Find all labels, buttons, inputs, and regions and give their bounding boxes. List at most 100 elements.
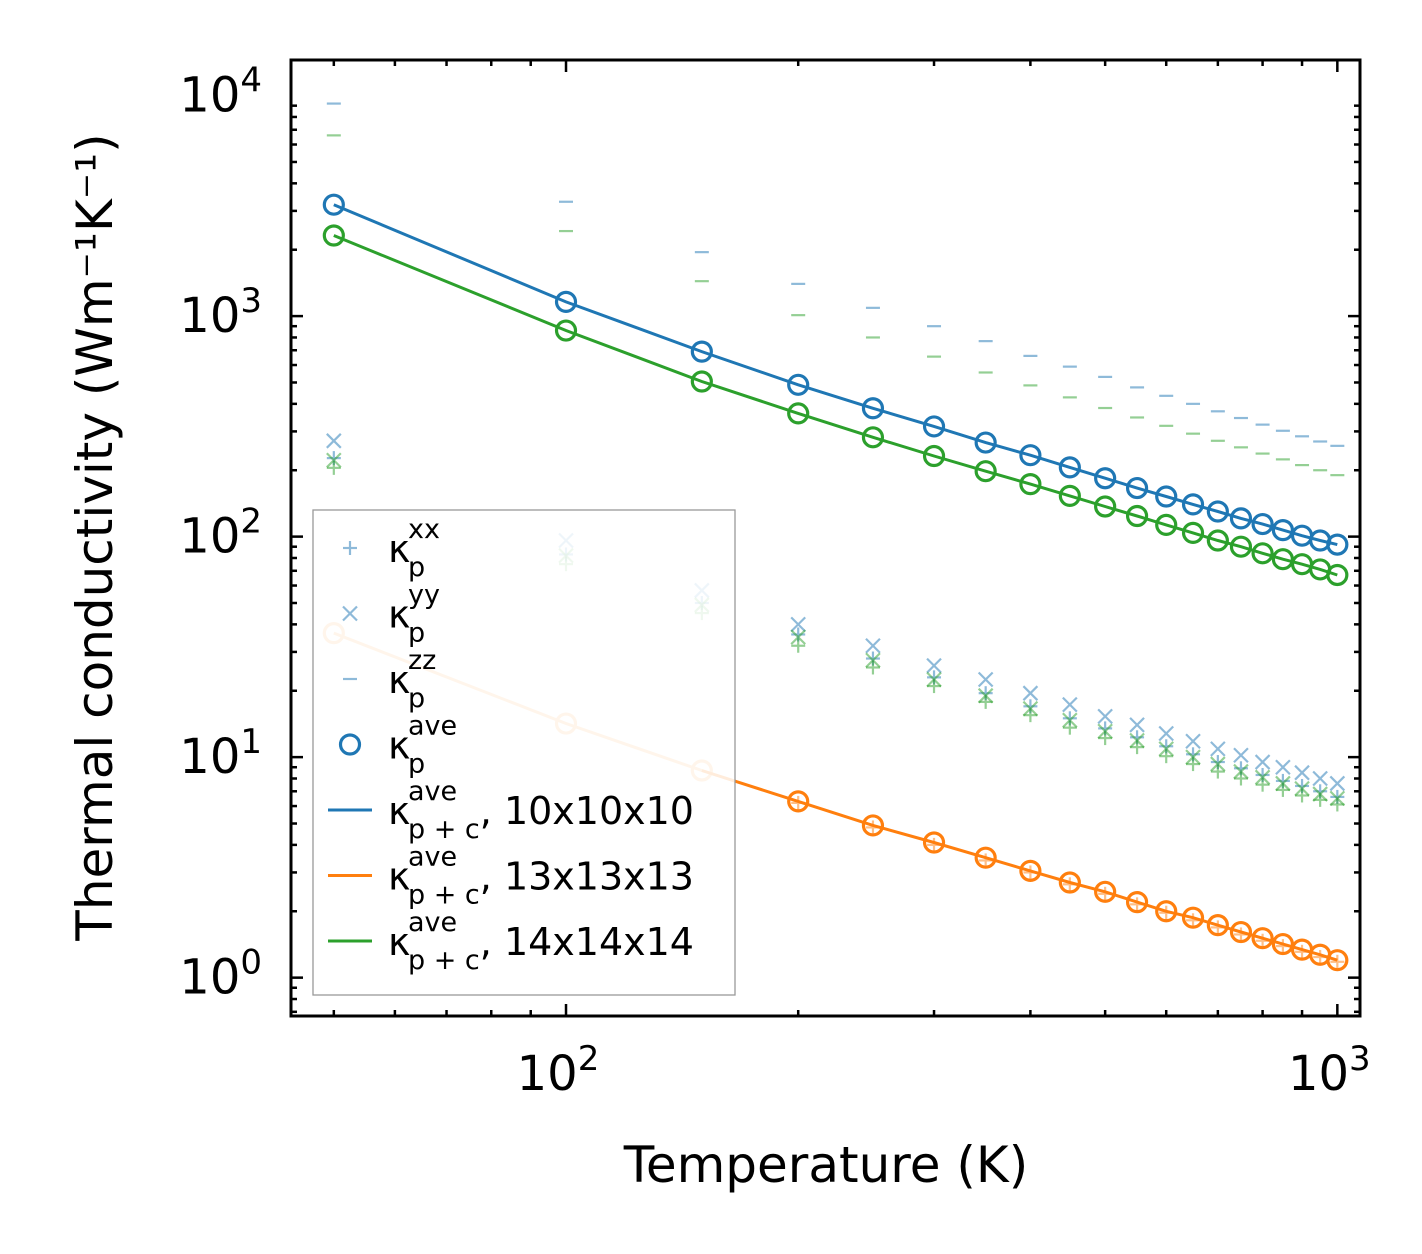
legend-symbol: κ [388, 789, 410, 833]
legend-suffix: , 10x10x10 [480, 789, 694, 833]
data-point-5-14-d2 [1233, 763, 1249, 780]
y-tick-base: 10 [179, 288, 240, 344]
data-point-5-5 [926, 671, 942, 688]
legend-sub: p + c [408, 945, 480, 976]
data-point-5-12-d2 [1185, 749, 1201, 765]
line-series-0 [333, 203, 1338, 547]
data-point-9-10 [1125, 891, 1149, 914]
data-point-7-4 [861, 426, 885, 449]
data-point-5-0-d2 [326, 452, 342, 469]
legend-sup: ave [408, 711, 457, 742]
line-series-2 [333, 234, 1338, 577]
data-point-5-13 [1210, 756, 1226, 772]
x-tick-label-0: 102 [517, 1039, 600, 1102]
series-3 [322, 193, 1349, 556]
legend-sub: p [408, 552, 425, 583]
data-point-9-5 [922, 831, 946, 854]
legend-symbol: κ [388, 593, 410, 637]
data-point-5-18-d2 [1312, 786, 1328, 802]
legend-sub: p + c [408, 814, 480, 845]
legend-label-4: κave p + c, 10x10x10 [388, 776, 694, 845]
data-point-9-16 [1271, 932, 1294, 956]
data-point-1-7 [1022, 685, 1039, 701]
legend-sup: xx [408, 514, 440, 545]
data-point-8-19 [1330, 954, 1345, 969]
data-point-9-11 [1155, 900, 1178, 923]
data-point-5-3-d2 [790, 629, 806, 645]
data-point-3-0 [322, 193, 345, 216]
data-point-9-13 [1206, 914, 1229, 937]
data-point-1-19 [1329, 775, 1346, 792]
series-6 [326, 134, 1345, 477]
data-point-1-9 [1097, 708, 1113, 725]
data-point-4-15 [1255, 777, 1270, 792]
data-point-5-17-d2 [1294, 780, 1310, 797]
legend-entry-6: κave p + c, 14x14x14 [328, 907, 694, 976]
data-point-5-7-d2 [1022, 700, 1039, 717]
legend-sub: p [408, 683, 425, 714]
data-point-1-14 [1233, 747, 1249, 764]
data-point-7-11 [1155, 513, 1178, 537]
data-point-5-8-d2 [1062, 712, 1078, 729]
data-point-1-10 [1129, 717, 1145, 733]
data-point-7-12 [1181, 521, 1205, 544]
data-point-1-5 [926, 657, 942, 674]
data-point-3-8 [1058, 456, 1081, 479]
legend-entry-4: κave p + c, 10x10x10 [328, 776, 694, 845]
legend-sup: ave [408, 776, 457, 807]
data-point-9-9 [1094, 880, 1117, 903]
y-tick-exp: 4 [240, 61, 262, 101]
data-point-5-18 [1312, 786, 1328, 802]
data-point-7-3 [787, 402, 810, 425]
data-point-4-4 [865, 660, 880, 675]
legend-sup: yy [408, 580, 440, 611]
data-point-7-14 [1229, 535, 1253, 558]
data-point-5-6-d2 [977, 687, 994, 704]
data-point-4-8 [1062, 720, 1077, 735]
data-point-1-3-d2 [790, 616, 806, 633]
data-point-9-3 [787, 790, 810, 813]
data-point-1-17 [1294, 764, 1310, 781]
line-0 [333, 203, 1338, 547]
legend-marker-1-d2 [342, 605, 358, 622]
data-point-1-15 [1254, 754, 1271, 770]
y-tick-base: 10 [179, 68, 240, 124]
data-point-9-19 [1326, 949, 1349, 972]
data-point-1-14-d2 [1233, 747, 1249, 764]
data-point-7-9 [1094, 495, 1117, 518]
data-point-5-9 [1097, 723, 1113, 740]
data-point-5-17 [1294, 780, 1310, 797]
legend-sup: ave [408, 842, 457, 873]
data-point-1-13 [1210, 741, 1226, 757]
data-point-4-17 [1295, 788, 1310, 803]
data-point-3-1 [554, 290, 578, 313]
data-point-7-15 [1251, 542, 1274, 565]
legend-box [312, 509, 736, 996]
data-point-5-19 [1329, 790, 1346, 807]
y-tick-label-2: 102 [179, 502, 262, 565]
data-point-5-12 [1185, 749, 1201, 765]
data-point-7-13 [1206, 529, 1229, 552]
data-point-3-19 [1326, 533, 1349, 556]
plot-frame [289, 58, 1362, 1018]
data-point-1-10-d2 [1129, 717, 1145, 733]
legend-label-6: κave p + c, 14x14x14 [388, 907, 694, 976]
data-point-1-16-d2 [1275, 759, 1291, 775]
series-7 [322, 224, 1349, 587]
data-point-1-13-d2 [1210, 741, 1226, 757]
legend-entry-1: κyy p [342, 580, 440, 649]
data-point-5-13-d2 [1210, 756, 1226, 772]
y-tick-base: 10 [179, 509, 240, 565]
legend-sup: ave [408, 907, 457, 938]
x-axis-label: Temperature (K) [623, 1136, 1028, 1194]
data-point-5-0 [326, 452, 342, 469]
legend-symbol: κ [388, 527, 410, 571]
data-point-7-7 [1019, 473, 1042, 496]
data-point-5-15 [1254, 769, 1271, 786]
legend-marker-3 [338, 733, 362, 756]
data-point-7-2 [690, 370, 713, 393]
data-point-4-12 [1186, 757, 1201, 772]
data-point-5-5-d2 [926, 671, 942, 688]
legend-entry-2: κzz p [343, 645, 436, 714]
